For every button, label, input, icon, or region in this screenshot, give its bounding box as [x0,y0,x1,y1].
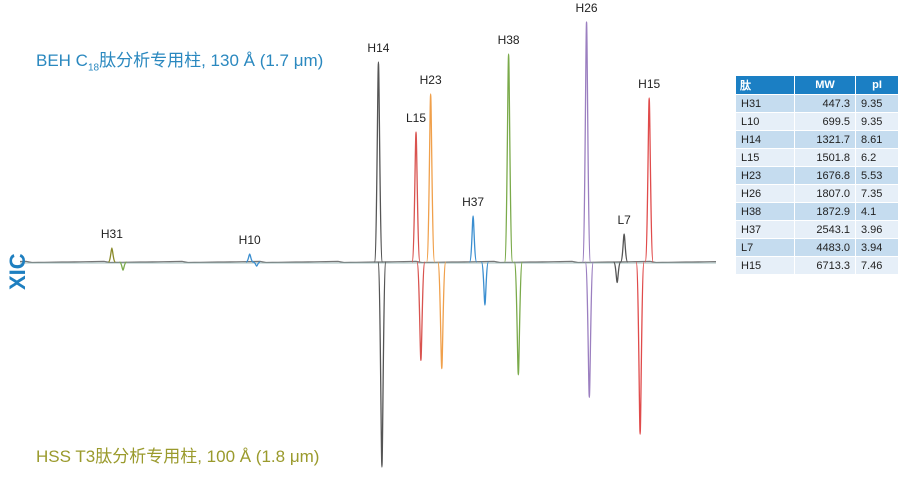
cell-mw: 1807.0 [794,184,856,203]
cell-pi: 8.61 [855,130,899,149]
cell-pi: 5.53 [855,166,899,185]
peak-label-h31: H31 [101,227,123,241]
peak-label-h14: H14 [367,41,389,55]
peak-up-h26 [581,21,592,263]
cell-mw: 2543.1 [794,220,856,239]
peak-up-h37 [468,215,478,263]
table-row: H14 1321.7 8.61 [735,130,899,149]
baseline [19,260,717,264]
top-label-prefix: BEH C [36,51,88,70]
peak-down-h14 [377,261,387,468]
top-label-subscript: 18 [87,62,100,74]
peptide-table: 肽 MW pI H31 447.3 9.35 L10 699.5 9.35 H14 1321.… [735,75,899,275]
table-row: H26 1807.0 7.35 [735,184,899,203]
peak-down-h10 [252,261,261,267]
table-row: H38 1872.9 4.1 [735,202,899,221]
cell-mw: 6713.3 [794,256,856,275]
peak-down-l7 [613,261,622,284]
cell-mw: 1501.8 [794,148,856,167]
table-row: L10 699.5 9.35 [735,112,899,131]
peak-label-h15: H15 [638,77,660,91]
cell-peptide: H37 [735,220,795,239]
peak-label-h38: H38 [498,33,520,47]
cell-pi: 7.35 [855,184,899,203]
peak-up-h15 [644,97,654,263]
cell-peptide: H14 [735,130,795,149]
table-row: H37 2543.1 3.96 [735,220,899,239]
cell-peptide: L10 [735,112,795,131]
cell-peptide: H23 [735,166,795,185]
cell-peptide: H15 [735,256,795,275]
peak-down-h23 [437,261,447,370]
peak-label-h37: H37 [462,195,484,209]
peak-up-h38 [503,53,514,263]
y-axis-label: XIC [5,253,30,290]
peak-up-h23 [425,93,436,263]
cell-pi: 6.2 [855,148,899,167]
table-row: L15 1501.8 6.2 [735,148,899,167]
cell-mw: 1321.7 [794,130,856,149]
table-row: H15 6713.3 7.46 [735,256,899,275]
table-row: L7 4483.0 3.94 [735,238,899,257]
peak-label-l15: L15 [406,111,426,125]
cell-peptide: L15 [735,148,795,167]
peak-label-h26: H26 [576,1,598,15]
cell-mw: 4483.0 [794,238,856,257]
cell-mw: 1872.9 [794,202,856,221]
peak-down-h31 [119,261,127,271]
cell-peptide: H26 [735,184,795,203]
peak-up-l15 [411,131,421,263]
cell-pi: 9.35 [855,112,899,131]
peak-up-l7 [619,233,629,263]
peak-down-h37 [480,261,490,306]
header-mw: MW [794,75,856,95]
peak-down-h26 [584,261,594,398]
cell-peptide: H31 [735,94,795,113]
cell-peptide: H38 [735,202,795,221]
table-row: H23 1676.8 5.53 [735,166,899,185]
peak-up-h14 [373,61,384,263]
peak-up-h31 [107,247,117,263]
peak-down-l15 [416,261,426,362]
cell-pi: 9.35 [855,94,899,113]
cell-mw: 447.3 [794,94,856,113]
top-label-suffix: 肽分析专用柱, 130 Å (1.7 μm) [99,51,324,70]
table-header-row: 肽 MW pI [735,75,899,95]
peak-down-h15 [635,261,645,435]
bottom-column-label: HSS T3肽分析专用柱, 100 Å (1.8 μm) [36,447,320,466]
peak-label-h23: H23 [420,73,442,87]
cell-mw: 699.5 [794,112,856,131]
cell-pi: 7.46 [855,256,899,275]
header-pi: pI [855,75,899,95]
cell-pi: 3.94 [855,238,899,257]
cell-peptide: L7 [735,238,795,257]
cell-mw: 1676.8 [794,166,856,185]
peak-up-h10 [245,253,254,263]
table-row: H31 447.3 9.35 [735,94,899,113]
peak-down-h38 [513,261,523,376]
peak-label-l7: L7 [617,213,631,227]
cell-pi: 3.96 [855,220,899,239]
top-column-label: BEH C18肽分析专用柱, 130 Å (1.7 μm) [36,46,323,73]
header-peptide: 肽 [735,75,795,95]
peak-label-h10: H10 [239,233,261,247]
cell-pi: 4.1 [855,202,899,221]
